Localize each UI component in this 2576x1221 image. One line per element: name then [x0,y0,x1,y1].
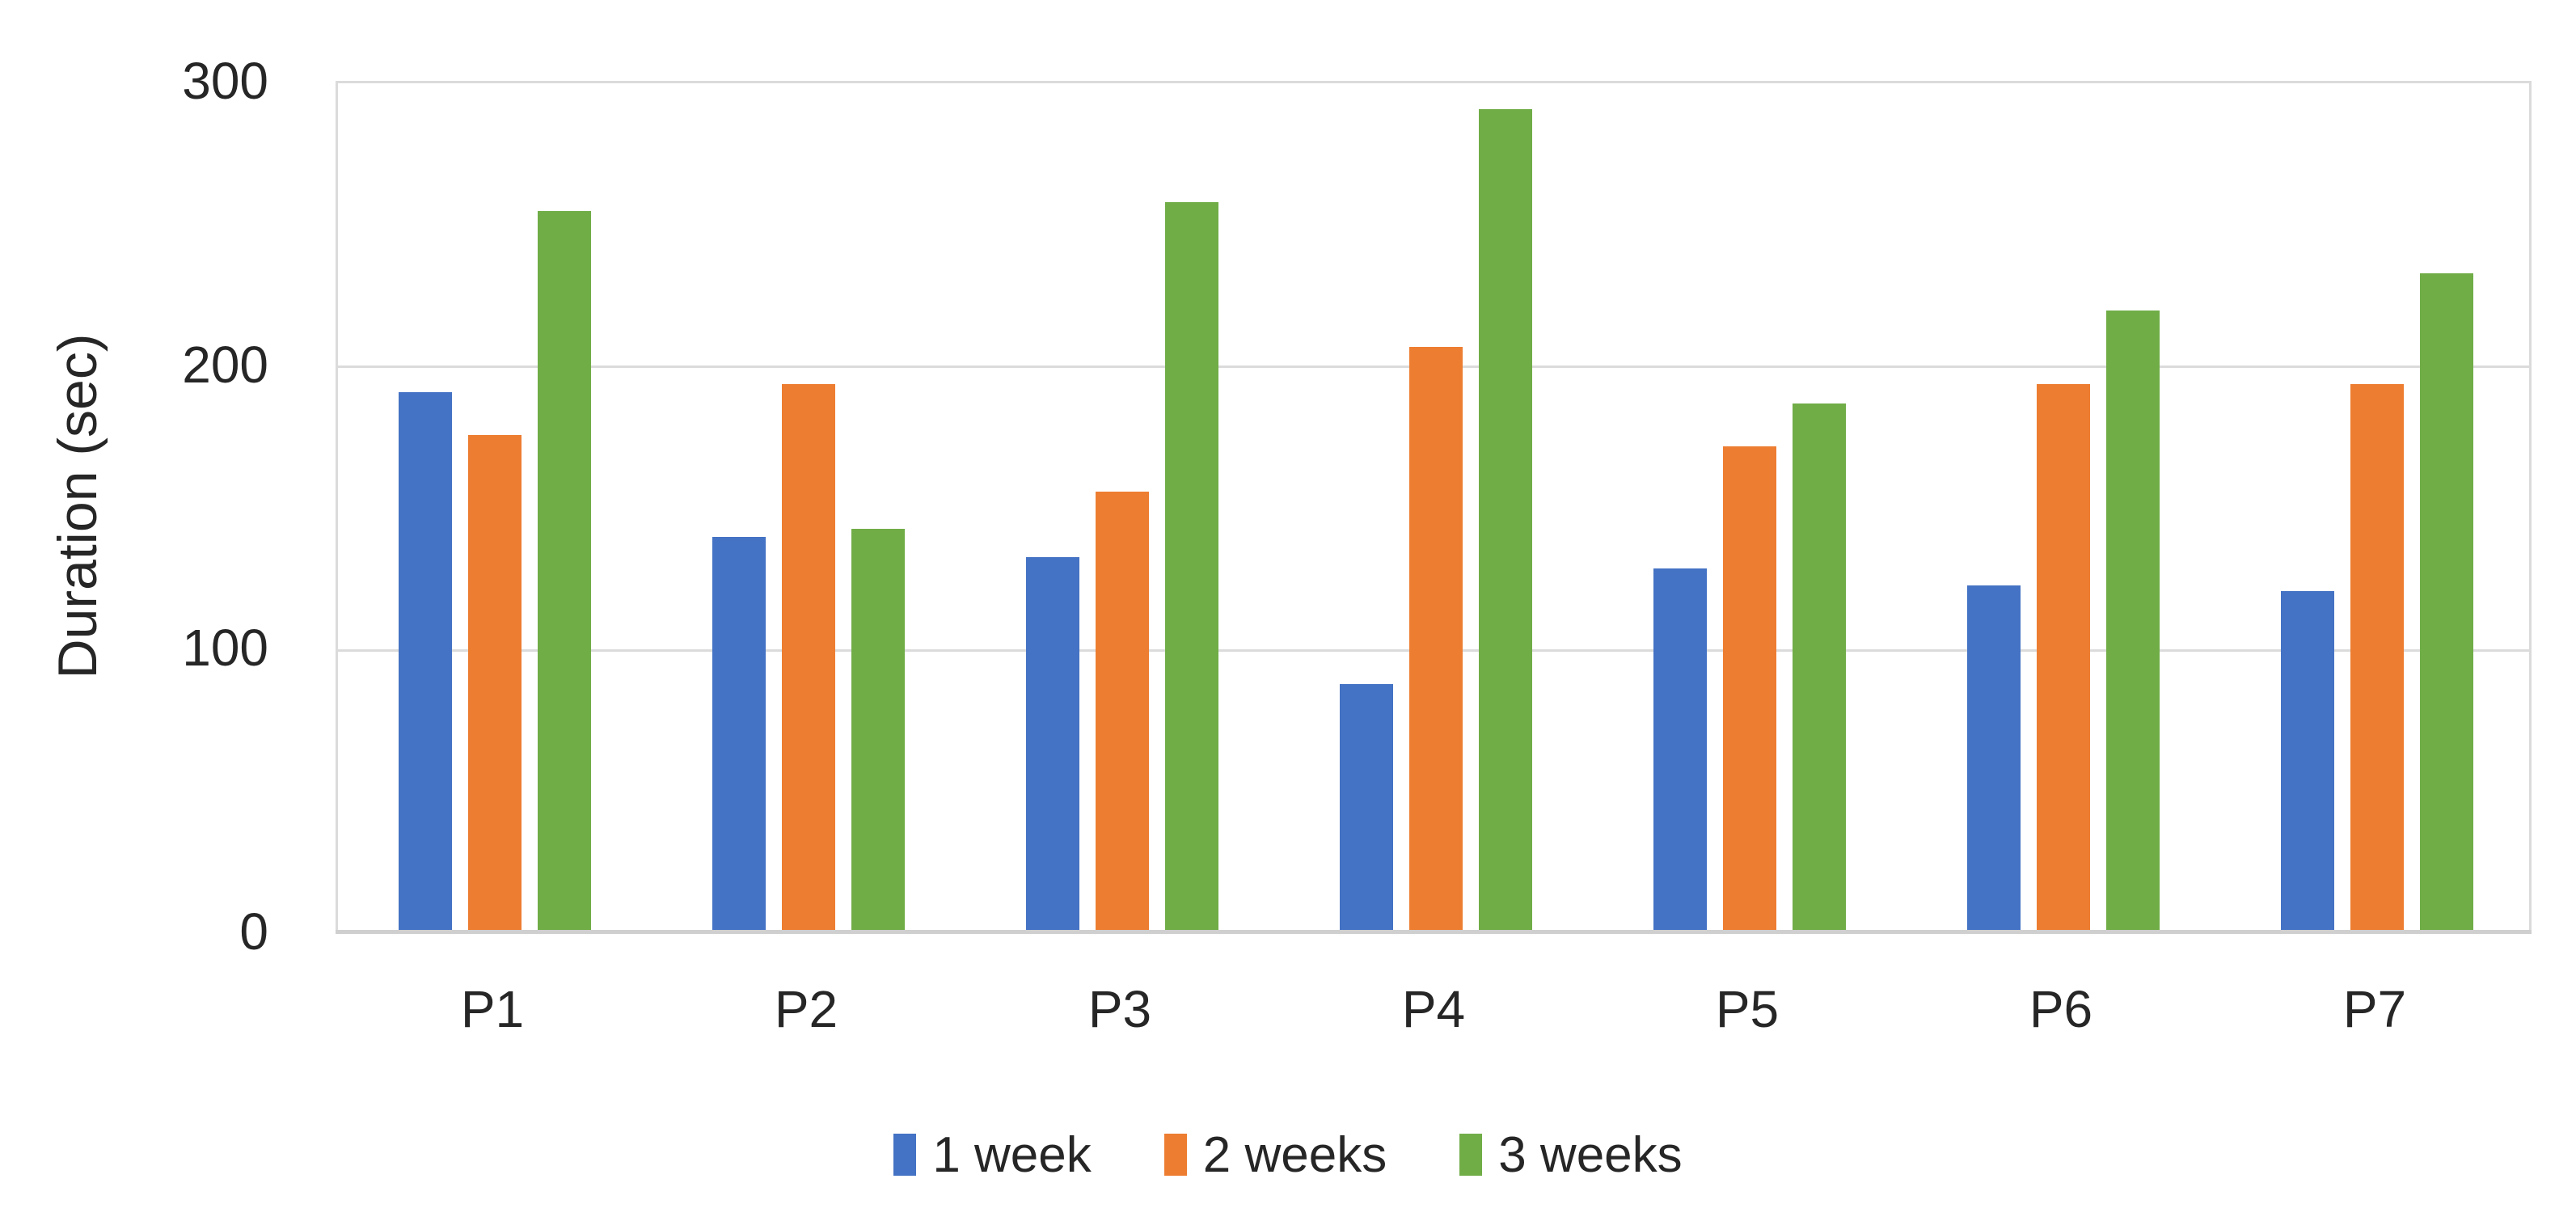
bar-p5-series2 [1723,446,1776,934]
bar-p2-series1 [712,537,766,934]
legend-item: 2 weeks [1163,1126,1387,1184]
y-tick-label: 100 [182,619,268,678]
bar-p6-series2 [2037,383,2090,934]
bar-p2-series2 [782,383,835,934]
legend-marker-icon [1163,1134,1187,1176]
bar-p1-series3 [538,210,591,934]
bar-p6-series1 [1967,585,2021,934]
bar-p1-series1 [399,392,452,934]
legend: 1 week 2 weeks 3 weeks [0,1121,2576,1189]
x-axis-label: P2 [774,980,838,1038]
legend-item: 1 week [893,1126,1092,1184]
x-axis-label: P1 [460,980,525,1038]
y-tick-label: 300 [182,52,268,110]
legend-item: 3 weeks [1459,1126,1683,1184]
bar-p4-series1 [1340,684,1393,934]
bar-p7-series2 [2350,383,2404,934]
x-axis-line [336,930,2532,934]
legend-label: 3 weeks [1498,1126,1683,1183]
bar-p6-series3 [2106,310,2160,934]
x-axis-label: P6 [2029,980,2093,1038]
legend-label: 2 weeks [1202,1126,1387,1183]
bar-p5-series3 [1793,403,1846,934]
bar-p4-series3 [1479,108,1532,934]
legend-marker-icon [1459,1134,1483,1176]
bar-p7-series3 [2420,273,2473,934]
bar-p3-series3 [1165,202,1218,934]
bar-p7-series1 [2281,590,2334,934]
plot-area [336,81,2532,934]
x-axis-label: P4 [1401,980,1466,1038]
x-axis-label: P7 [2342,980,2407,1038]
legend-label: 1 week [932,1126,1092,1183]
bar-p4-series2 [1409,347,1463,934]
y-tick-label: 0 [239,902,268,961]
legend-marker-icon [893,1134,917,1176]
bar-p3-series2 [1096,491,1149,934]
bar-p3-series1 [1026,556,1079,934]
bar-p2-series3 [851,528,905,934]
bar-p5-series1 [1653,568,1707,934]
y-tick-label: 200 [182,335,268,394]
x-axis-label: P5 [1715,980,1780,1038]
bar-p1-series2 [468,434,522,934]
x-axis-label: P3 [1087,980,1152,1038]
